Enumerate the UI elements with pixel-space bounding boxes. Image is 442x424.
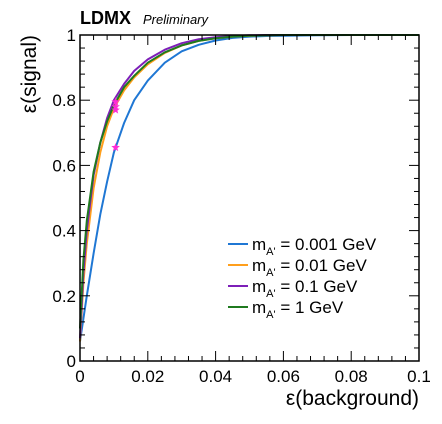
axis-tick-labels: 0 0.02 0.04 0.06 0.08 0.1 0 0.2 0.4 0.6 0.8 1 bbox=[52, 26, 430, 386]
series-curves bbox=[79, 34, 419, 342]
legend-label: mA' = 0.001 GeV bbox=[252, 235, 377, 258]
series-line bbox=[79, 34, 419, 329]
x-tick-label: 0.02 bbox=[131, 367, 164, 386]
y-tick-label: 1 bbox=[67, 26, 76, 45]
y-tick-label: 0.4 bbox=[52, 222, 76, 241]
experiment-label: LDMX bbox=[80, 8, 131, 28]
y-tick-label: 0.6 bbox=[52, 156, 76, 175]
working-point-star bbox=[111, 102, 120, 111]
y-tick-label: 0.2 bbox=[52, 287, 76, 306]
x-tick-label: 0.06 bbox=[267, 367, 300, 386]
x-tick-label: 0 bbox=[75, 367, 84, 386]
working-point-star bbox=[111, 105, 120, 114]
plot-frame bbox=[79, 34, 420, 362]
y-tick-label: 0 bbox=[67, 352, 76, 371]
status-label: Preliminary bbox=[143, 12, 210, 27]
x-axis-title: ε(background) bbox=[286, 387, 419, 410]
working-point-markers bbox=[111, 97, 120, 152]
working-point-star bbox=[111, 143, 120, 152]
y-tick-label: 0.8 bbox=[52, 91, 76, 110]
legend-label: mA' = 0.1 GeV bbox=[252, 277, 358, 300]
axis-ticks bbox=[79, 34, 420, 362]
x-tick-label: 0.08 bbox=[335, 367, 368, 386]
x-tick-label: 0.04 bbox=[199, 367, 232, 386]
y-axis-title: ε(signal) bbox=[18, 35, 41, 113]
working-point-star bbox=[111, 97, 120, 106]
legend-label: mA' = 0.01 GeV bbox=[252, 256, 367, 279]
x-tick-label: 0.1 bbox=[407, 367, 431, 386]
legend-label: mA' = 1 GeV bbox=[252, 298, 344, 321]
